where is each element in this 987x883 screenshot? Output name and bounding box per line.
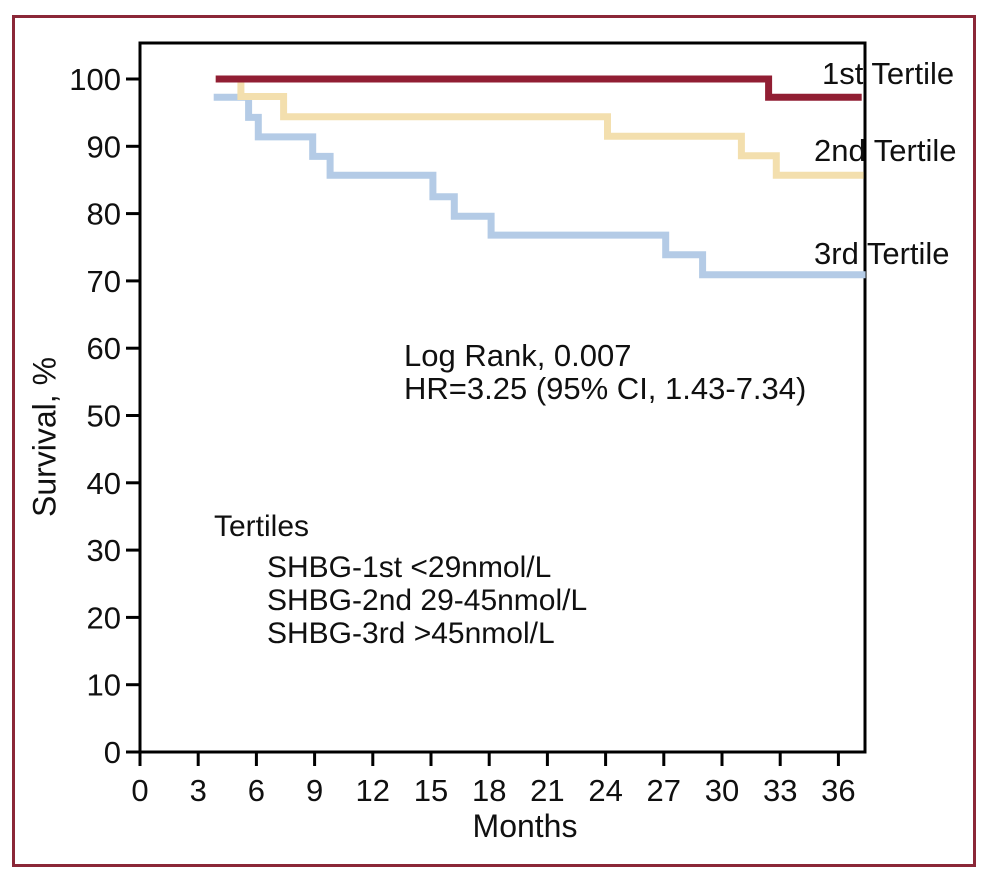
series-label-3rd-tertile: 3rd Tertile xyxy=(814,236,950,271)
y-tick-label: 60 xyxy=(87,331,121,366)
y-axis-title: Survival, % xyxy=(26,356,63,518)
y-tick-label: 0 xyxy=(104,735,121,770)
x-axis-title: Months xyxy=(472,808,578,844)
legend-item-3rd: SHBG-3rd >45nmol/L xyxy=(267,617,555,650)
plot-border xyxy=(138,41,867,754)
stats-annotation: Log Rank, 0.007 HR=3.25 (95% CI, 1.43-7.… xyxy=(404,339,806,405)
hazard-ratio-text: HR=3.25 (95% CI, 1.43-7.34) xyxy=(404,371,807,406)
x-tick-label: 3 xyxy=(190,773,207,808)
y-tick-label: 20 xyxy=(87,600,121,635)
y-tick-label: 50 xyxy=(87,399,121,434)
log-rank-text: Log Rank, 0.007 xyxy=(404,338,632,373)
series-label-2nd-tertile: 2nd Tertile xyxy=(814,133,957,168)
series-label-1st-tertile: 1st Tertile xyxy=(822,56,955,91)
x-tick-label: 18 xyxy=(472,773,506,808)
survival-curve-1st-tertile xyxy=(215,75,862,101)
x-tick-label: 33 xyxy=(763,773,797,808)
legend-item-1st: SHBG-1st <29nmol/L xyxy=(267,551,552,584)
y-tick-label: 70 xyxy=(87,264,121,299)
y-tick-label: 10 xyxy=(87,668,121,703)
survival-curve-2nd-tertile xyxy=(215,75,864,179)
x-tick-label: 24 xyxy=(588,773,622,808)
y-tick-label: 30 xyxy=(87,533,121,568)
x-tick-label: 30 xyxy=(705,773,739,808)
x-tick-label: 15 xyxy=(414,773,448,808)
x-tick-label: 6 xyxy=(248,773,265,808)
y-tick-label: 100 xyxy=(69,62,121,97)
x-tick-label: 0 xyxy=(131,773,148,808)
x-tick-label: 12 xyxy=(356,773,390,808)
legend-item-2nd: SHBG-2nd 29-45nmol/L xyxy=(267,584,588,617)
figure-border xyxy=(12,15,976,867)
x-tick-label: 9 xyxy=(306,773,323,808)
survival-curve-3rd-tertile xyxy=(213,93,866,279)
tertile-legend: SHBG-1st <29nmol/L SHBG-2nd 29-45nmol/L … xyxy=(267,551,587,650)
y-tick-label: 40 xyxy=(87,466,121,501)
x-tick-label: 36 xyxy=(821,773,855,808)
y-tick-label: 80 xyxy=(87,197,121,232)
x-tick-label: 27 xyxy=(647,773,681,808)
legend-title: Tertiles xyxy=(214,510,310,543)
y-tick-label: 90 xyxy=(87,129,121,164)
x-tick-label: 21 xyxy=(530,773,564,808)
